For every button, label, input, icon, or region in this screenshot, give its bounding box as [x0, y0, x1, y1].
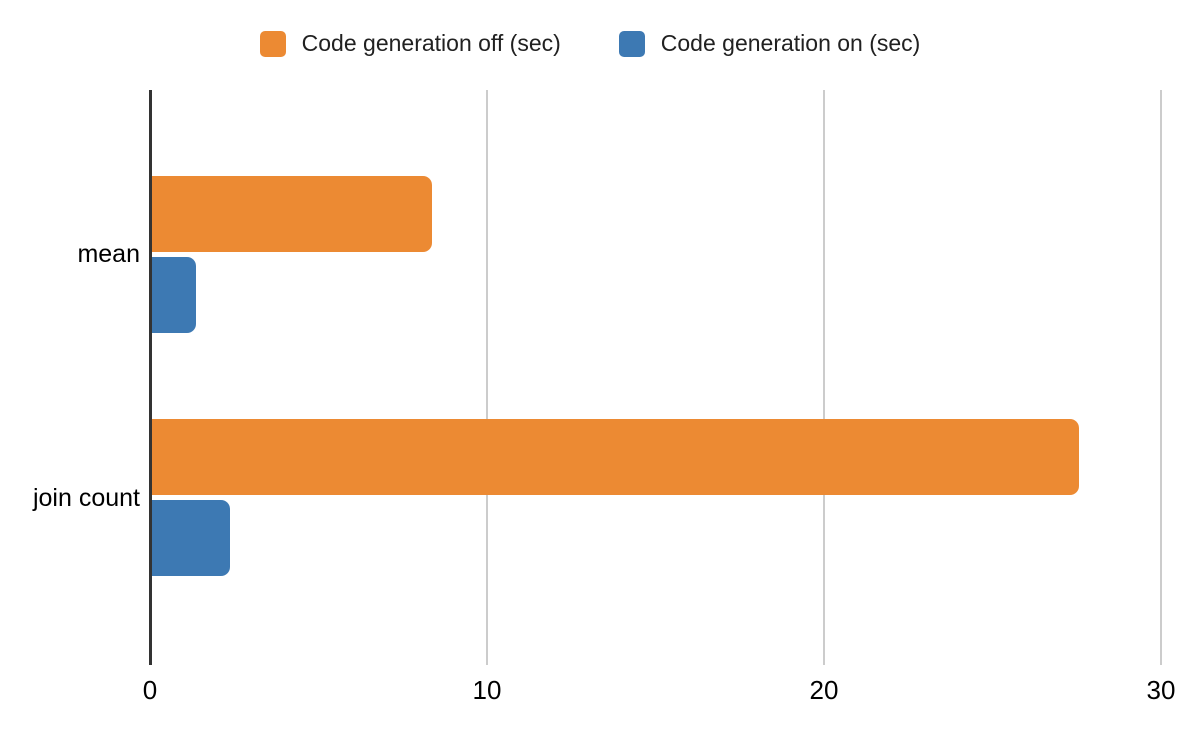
- gridline-10: [486, 90, 488, 665]
- bar-codegen-on-join-count: [152, 500, 230, 577]
- x-tick-label-10: 10: [472, 675, 502, 705]
- category-label-mean: mean: [77, 240, 140, 269]
- legend-item-code-generation-off: Code generation off (sec): [259, 30, 561, 57]
- gridline-30: [1160, 90, 1162, 665]
- gridline-20: [823, 90, 825, 665]
- chart-legend: Code generation off (sec) Code generatio…: [0, 30, 1180, 57]
- legend-item-code-generation-on: Code generation on (sec): [618, 30, 921, 57]
- category-label-join-count: join count: [32, 483, 140, 512]
- legend-swatch-blue-icon: [618, 30, 645, 57]
- legend-label-code-generation-on: Code generation on (sec): [660, 30, 921, 56]
- legend-swatch-orange-icon: [259, 30, 286, 57]
- x-tick-label-20: 20: [809, 675, 839, 705]
- plot-area: 0 10 20 30 mean join count: [33, 90, 1195, 705]
- x-tick-label-30: 30: [1146, 675, 1176, 705]
- bar-codegen-off-join-count: [152, 419, 1079, 496]
- bar-codegen-on-mean: [152, 256, 196, 333]
- bar-codegen-off-mean: [152, 175, 432, 252]
- x-tick-label-0: 0: [142, 675, 158, 705]
- y-axis-line: [148, 90, 152, 665]
- legend-label-code-generation-off: Code generation off (sec): [301, 30, 561, 56]
